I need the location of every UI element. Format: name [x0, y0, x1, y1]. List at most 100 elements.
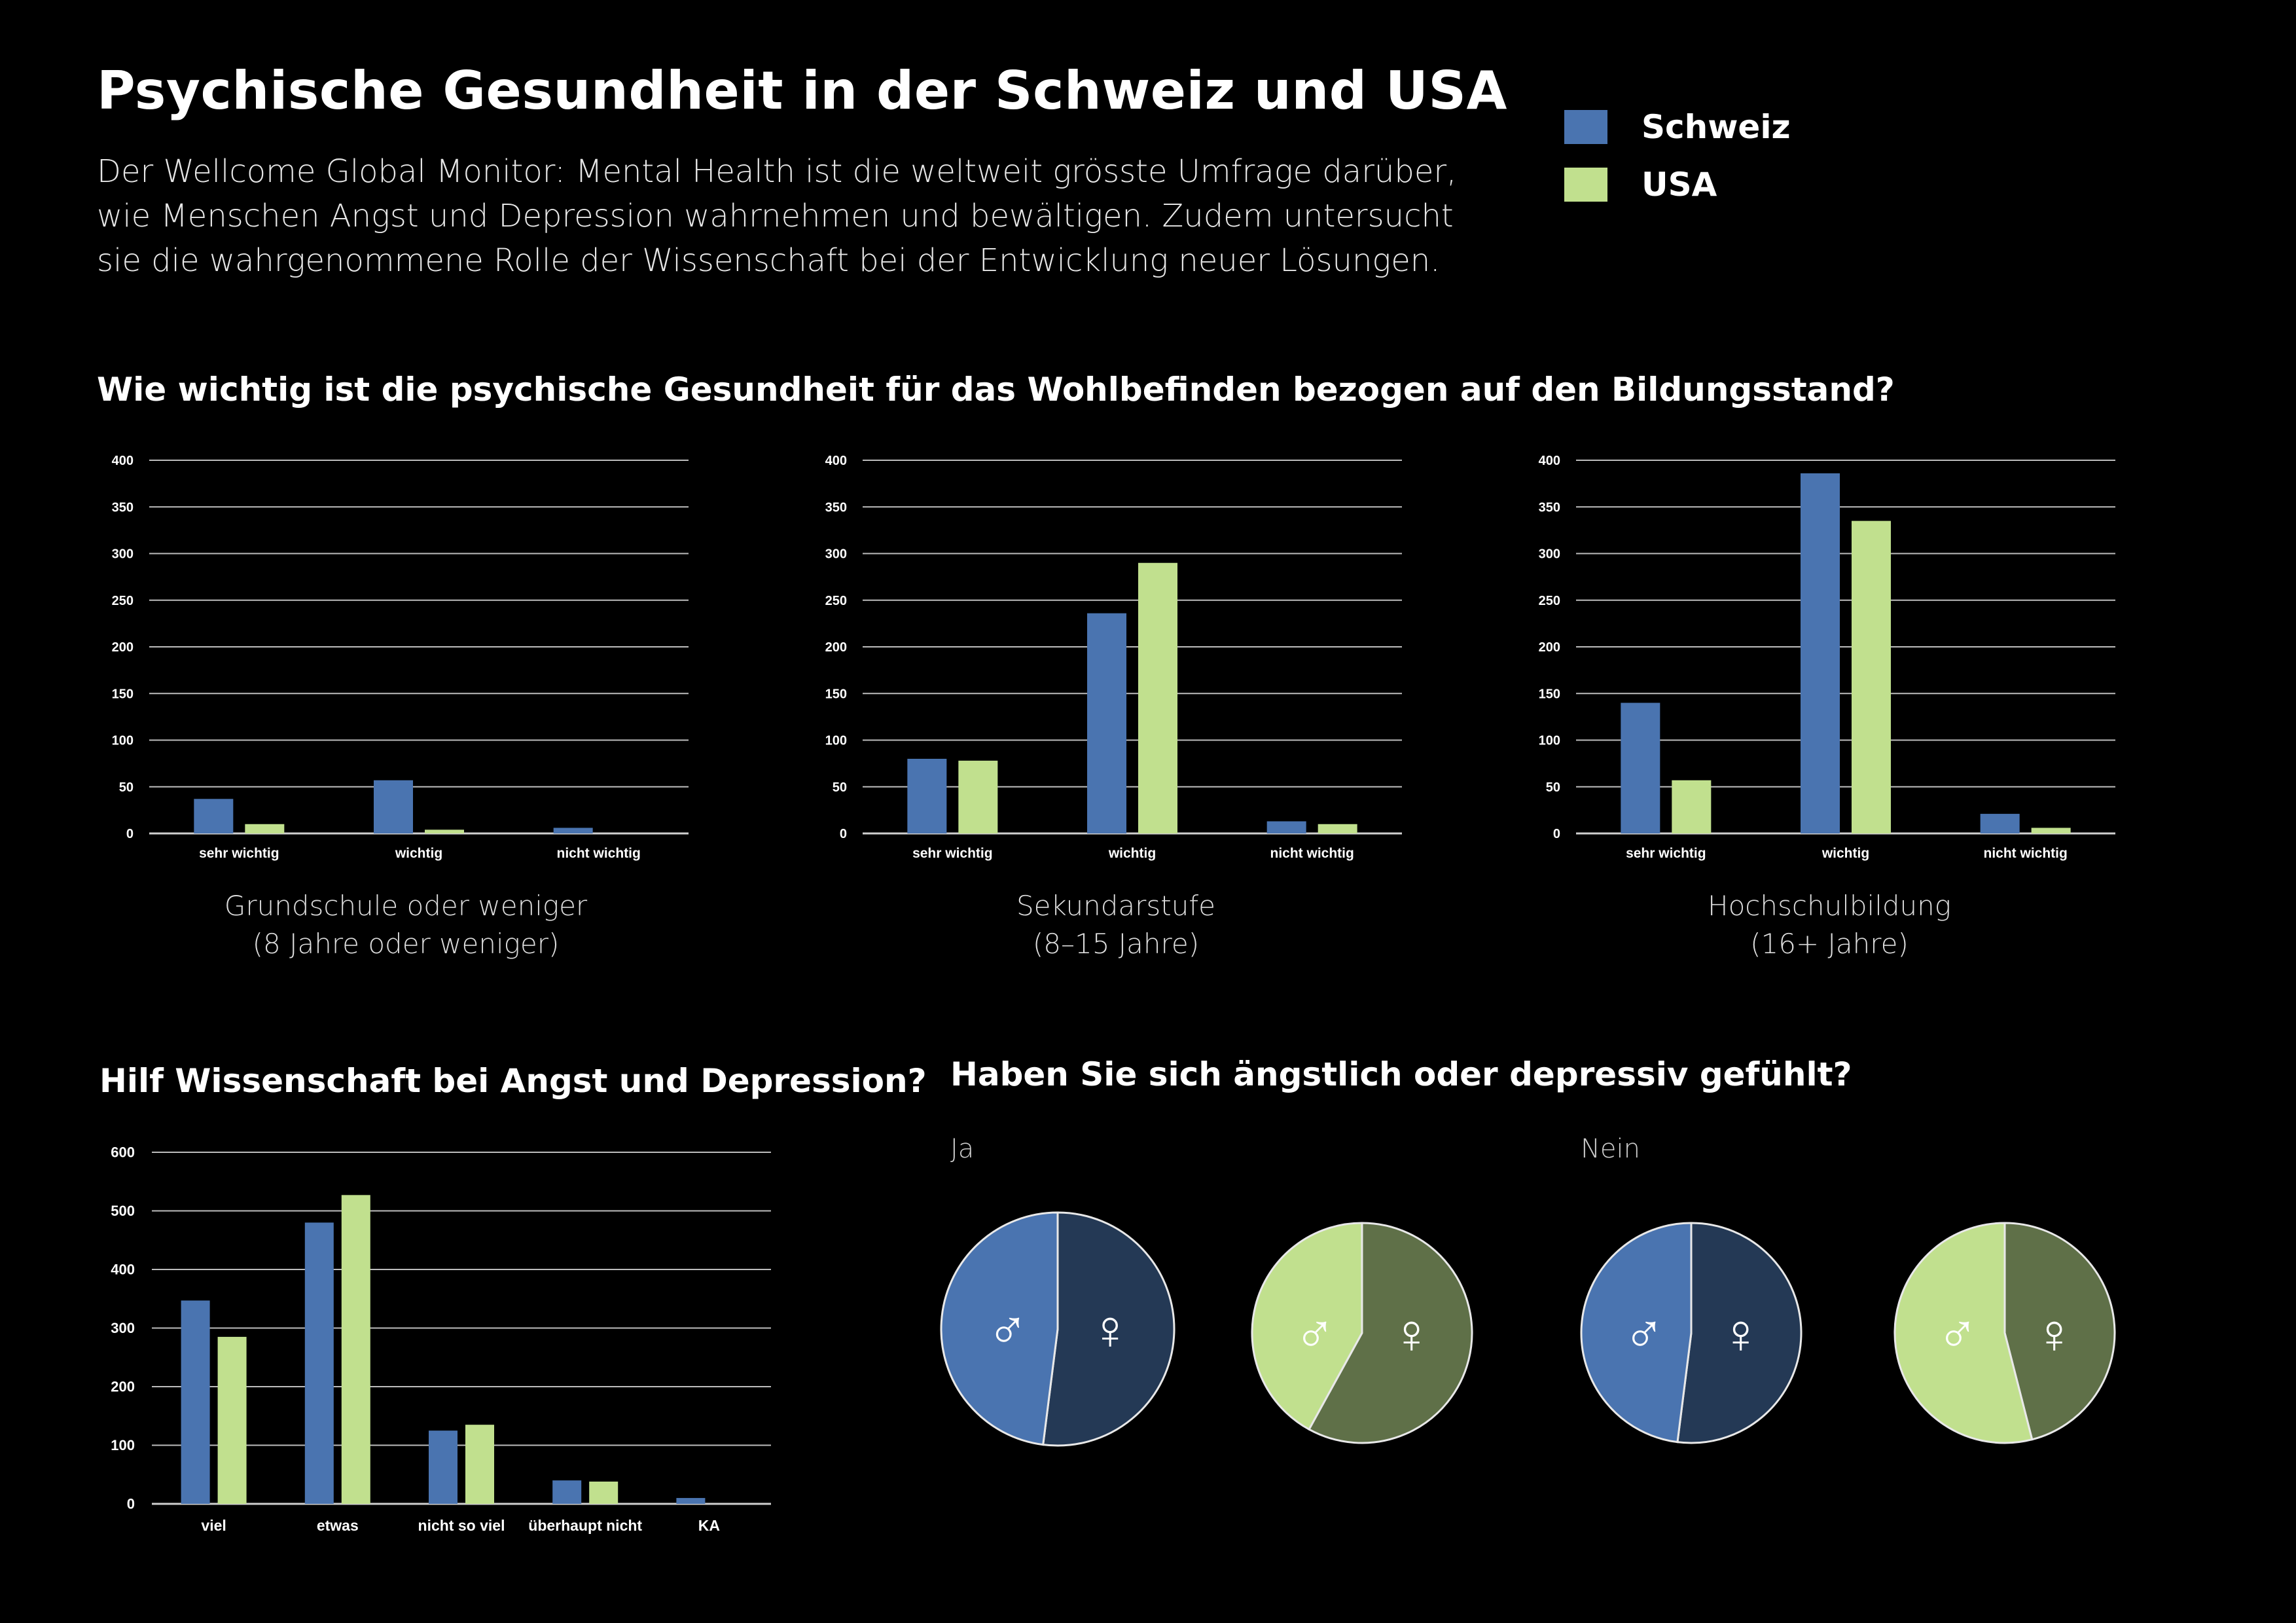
- x-category-label: sehr wichtig: [1626, 846, 1706, 861]
- bar-schweiz-1: [194, 799, 234, 833]
- legend-swatch-usa: [1564, 168, 1607, 202]
- x-category-label: nicht wichtig: [1270, 846, 1354, 861]
- x-category-label: wichtig: [395, 846, 442, 861]
- y-tick-label: 0: [127, 1496, 135, 1512]
- y-tick-label: 300: [111, 1320, 135, 1336]
- bar-usa-1: [958, 760, 998, 833]
- x-category-label: viel: [201, 1517, 226, 1534]
- y-tick-label: 50: [833, 780, 847, 795]
- female-symbol-icon: ♀: [1720, 1303, 1761, 1364]
- section-title-gefuehlt: Haben Sie sich ängstlich oder depressiv …: [950, 1055, 1852, 1093]
- bar-usa-1: [217, 1336, 247, 1504]
- pie-chart-nein-schweiz: ♂ ♀: [1580, 1222, 1803, 1444]
- bar-chart-4: 0 100 200 300 400 500 600 viel etwas nicht so vie…: [111, 1144, 771, 1534]
- y-tick-label: 200: [112, 640, 134, 655]
- y-tick-label: 50: [119, 780, 134, 795]
- legend-swatch-schweiz: [1564, 110, 1607, 144]
- chart-caption-sekundarstufe: Sekundarstufe (8–15 Jahre): [920, 887, 1312, 963]
- caption-line: (8–15 Jahre): [1032, 928, 1200, 960]
- y-tick-label: 200: [1539, 640, 1560, 655]
- male-symbol-icon: ♂: [1623, 1303, 1664, 1364]
- bar-usa-2: [1852, 520, 1891, 833]
- bar-usa-1: [245, 824, 285, 833]
- female-symbol-icon: ♀: [1391, 1303, 1432, 1364]
- bar-schweiz-3: [553, 828, 593, 833]
- y-tick-label: 600: [111, 1144, 135, 1161]
- page-title: Psychische Gesundheit in der Schweiz und…: [97, 60, 1507, 121]
- section-title-wissenschaft: Hilf Wissenschaft bei Angst und Depressi…: [99, 1062, 927, 1100]
- y-tick-label: 300: [1539, 547, 1560, 562]
- pie-slice-male: [1893, 1222, 2034, 1444]
- caption-line: (8 Jahre oder weniger): [252, 928, 560, 960]
- x-category-label: wichtig: [1108, 846, 1156, 861]
- y-tick-label: 100: [825, 734, 847, 748]
- y-tick-label: 100: [112, 734, 134, 748]
- pie-group-label-ja: Ja: [950, 1134, 975, 1164]
- male-symbol-icon: ♂: [1937, 1303, 1978, 1364]
- intro-text: Der Wellcome Global Monitor: Mental Heal…: [97, 153, 1457, 279]
- x-category-label: sehr wichtig: [199, 846, 279, 861]
- y-tick-label: 250: [1539, 594, 1560, 608]
- y-tick-label: 350: [825, 500, 847, 515]
- x-category-label: überhaupt nicht: [528, 1517, 642, 1534]
- bar-schweiz-3: [1266, 821, 1306, 833]
- bar-usa-2: [1138, 562, 1177, 833]
- section-title-bildung: Wie wichtig ist die psychische Gesundhei…: [97, 371, 1895, 409]
- y-tick-label: 400: [1539, 454, 1560, 468]
- y-tick-label: 400: [112, 454, 134, 468]
- legend-item-usa: USA: [1564, 156, 1791, 213]
- y-tick-label: 250: [825, 594, 847, 608]
- y-tick-label: 0: [1553, 827, 1560, 841]
- x-category-label: sehr wichtig: [912, 846, 993, 861]
- pie-chart-ja-schweiz: ♂ ♀: [940, 1211, 1175, 1447]
- legend-item-schweiz: Schweiz: [1564, 98, 1791, 156]
- bar-chart-1: 0 50 100 150 200 250 300 350 400 sehr wichtig wich…: [112, 454, 689, 861]
- bar-schweiz-1: [1621, 702, 1660, 833]
- bar-usa-2: [425, 830, 464, 833]
- pie-slice-female: [1042, 1211, 1175, 1447]
- bar-schweiz-5: [676, 1498, 706, 1504]
- caption-line: Grundschule oder weniger: [224, 890, 588, 922]
- female-symbol-icon: ♀: [1090, 1299, 1131, 1360]
- y-tick-label: 100: [111, 1437, 135, 1453]
- female-symbol-icon: ♀: [2034, 1303, 2075, 1364]
- bar-schweiz-1: [907, 759, 947, 833]
- y-tick-label: 300: [825, 547, 847, 562]
- bar-usa-2: [341, 1195, 370, 1504]
- bar-chart-2: 0 50 100 150 200 250 300 350 400 sehr wichtig wich…: [825, 454, 1402, 861]
- pie-chart-ja-usa: ♂ ♀: [1251, 1222, 1473, 1444]
- legend: Schweiz USA: [1564, 98, 1791, 213]
- y-tick-label: 250: [112, 594, 134, 608]
- bar-schweiz-3: [1980, 814, 2020, 833]
- bar-schweiz-2: [374, 780, 413, 833]
- x-category-label: etwas: [317, 1517, 359, 1534]
- bar-schweiz-2: [1087, 613, 1126, 833]
- y-tick-label: 400: [825, 454, 847, 468]
- bar-usa-3: [2031, 828, 2071, 833]
- y-tick-label: 100: [1539, 734, 1560, 748]
- bar-schweiz-2: [1801, 473, 1840, 833]
- bar-usa-1: [1672, 780, 1712, 833]
- x-category-label: nicht wichtig: [557, 846, 641, 861]
- chart-caption-grundschule: Grundschule oder weniger (8 Jahre oder w…: [209, 887, 602, 963]
- male-symbol-icon: ♂: [987, 1299, 1028, 1360]
- y-tick-label: 0: [126, 827, 134, 841]
- caption-line: Sekundarstufe: [1016, 890, 1216, 922]
- pie-slice-male: [1251, 1222, 1363, 1431]
- bar-usa-3: [465, 1425, 494, 1504]
- y-tick-label: 200: [111, 1379, 135, 1395]
- bar-schweiz-1: [181, 1300, 210, 1504]
- x-category-label: wichtig: [1821, 846, 1869, 861]
- y-tick-label: 350: [112, 500, 134, 515]
- bar-chart-3: 0 50 100 150 200 250 300 350 400 sehr wichtig wich…: [1539, 454, 2115, 861]
- pie-slice-female: [1308, 1222, 1473, 1444]
- bar-usa-4: [589, 1481, 619, 1504]
- y-tick-label: 350: [1539, 500, 1560, 515]
- caption-line: (16+ Jahre): [1750, 928, 1909, 960]
- pie-slice-male: [940, 1211, 1059, 1446]
- pie-slice-female: [2003, 1222, 2116, 1441]
- pie-chart-nein-usa: ♂ ♀: [1893, 1222, 2116, 1444]
- legend-label-usa: USA: [1641, 166, 1717, 204]
- bar-usa-3: [1318, 824, 1357, 833]
